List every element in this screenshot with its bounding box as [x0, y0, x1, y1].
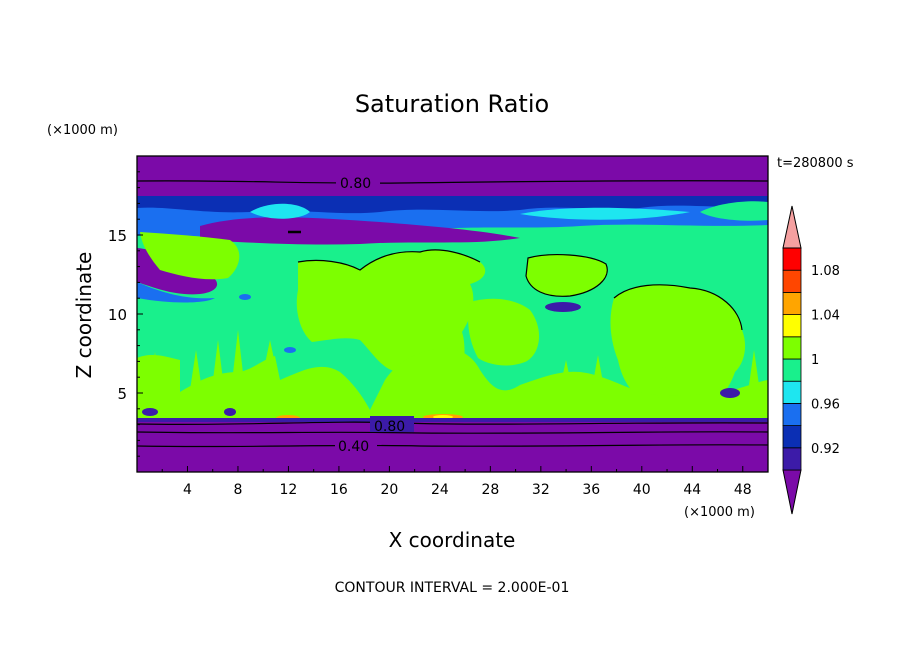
cyan-cloud-top-3: [700, 201, 768, 221]
contour-label-lower-1: 0.80: [374, 419, 405, 435]
x-tick-label: 36: [582, 482, 600, 498]
y-axis-label: Z coordinate: [72, 252, 96, 379]
green-cloud-middle: [468, 298, 540, 366]
contour-0.60-lower: [136, 431, 769, 434]
x-tick-label: 16: [330, 482, 348, 498]
cyan-cloud-top-2: [520, 207, 690, 220]
colorbar-tick-label: 1: [811, 353, 819, 368]
colorbar-tick-label: 1.08: [811, 264, 840, 279]
colorbar-lower-extension: [782, 469, 802, 515]
time-label: t=280800 s: [777, 156, 854, 171]
green-cloud-right: [610, 284, 746, 411]
colorbar: 0.92 0.96 1 1.04 1.08: [782, 205, 840, 515]
contour-lines: [136, 180, 769, 448]
x-tick-label: 12: [280, 482, 298, 498]
contour-0.80-upper: [136, 180, 769, 184]
colorbar-swatch: [782, 247, 802, 271]
green-cloud-right-upper: [526, 254, 608, 297]
x-axis-label: X coordinate: [389, 528, 516, 552]
convective-plumes: [150, 330, 760, 400]
x-tick-label: 28: [481, 482, 499, 498]
colorbar-swatch: [782, 314, 802, 338]
chart-title: Saturation Ratio: [355, 90, 549, 118]
lower-dry-layer-top-edge: [137, 418, 768, 422]
contour-0.40-lower: [136, 444, 769, 448]
x-tick-label: 32: [532, 482, 550, 498]
x-tick-label: 44: [683, 482, 701, 498]
y-axis-ticks: 5 10 15: [108, 171, 143, 457]
x-unit-label: (×1000 m): [684, 505, 755, 520]
cyan-cloud-top-1: [250, 203, 310, 219]
x-tick-label: 20: [380, 482, 398, 498]
x-tick-label: 48: [734, 482, 752, 498]
y-tick-label: 10: [108, 306, 127, 324]
colorbar-swatch: [782, 425, 802, 449]
x-tick-label: 24: [431, 482, 449, 498]
upper-purple-intrusion: [200, 217, 520, 245]
x-tick-label: 8: [233, 482, 242, 498]
small-patches: [142, 294, 740, 416]
colorbar-swatch: [782, 402, 802, 426]
y-tick-label: 5: [117, 385, 127, 403]
contour-1.00-right-upper: [525, 254, 608, 297]
colorbar-swatch: [782, 269, 802, 293]
contour-label-lower-2: 0.40: [338, 439, 369, 455]
x-tick-label: 40: [633, 482, 651, 498]
y-unit-label: (×1000 m): [47, 123, 118, 138]
contour-1.00-right: [613, 284, 743, 331]
x-tick-label: 4: [183, 482, 192, 498]
colorbar-tick-label: 1.04: [811, 309, 840, 324]
colorbar-swatch: [782, 447, 802, 471]
upper-dry-layer: [137, 156, 768, 196]
y-tick-label: 15: [108, 227, 127, 245]
green-region-top-left: [140, 232, 240, 280]
colorbar-upper-extension: [782, 205, 802, 249]
colorbar-tick-label: 0.92: [811, 442, 840, 457]
contour-label-group: 0.80 0.80 0.40: [335, 172, 414, 455]
contour-1.00-center: [297, 249, 481, 271]
footer-text: CONTOUR INTERVAL = 2.000E-01: [335, 580, 570, 596]
contour-label-upper: 0.80: [340, 176, 371, 192]
left-dry-tongue-edge: [137, 282, 215, 303]
lower-convective-band: [137, 348, 768, 418]
colorbar-swatch: [782, 291, 802, 315]
x-axis-ticks: 4 8 12 16 20 24 28 32 36 40 44 48: [161, 466, 752, 498]
colorbar-swatch: [782, 336, 802, 360]
colorbar-swatch: [782, 380, 802, 404]
colorbar-swatch: [782, 358, 802, 382]
colorbar-tick-label: 0.96: [811, 397, 840, 412]
